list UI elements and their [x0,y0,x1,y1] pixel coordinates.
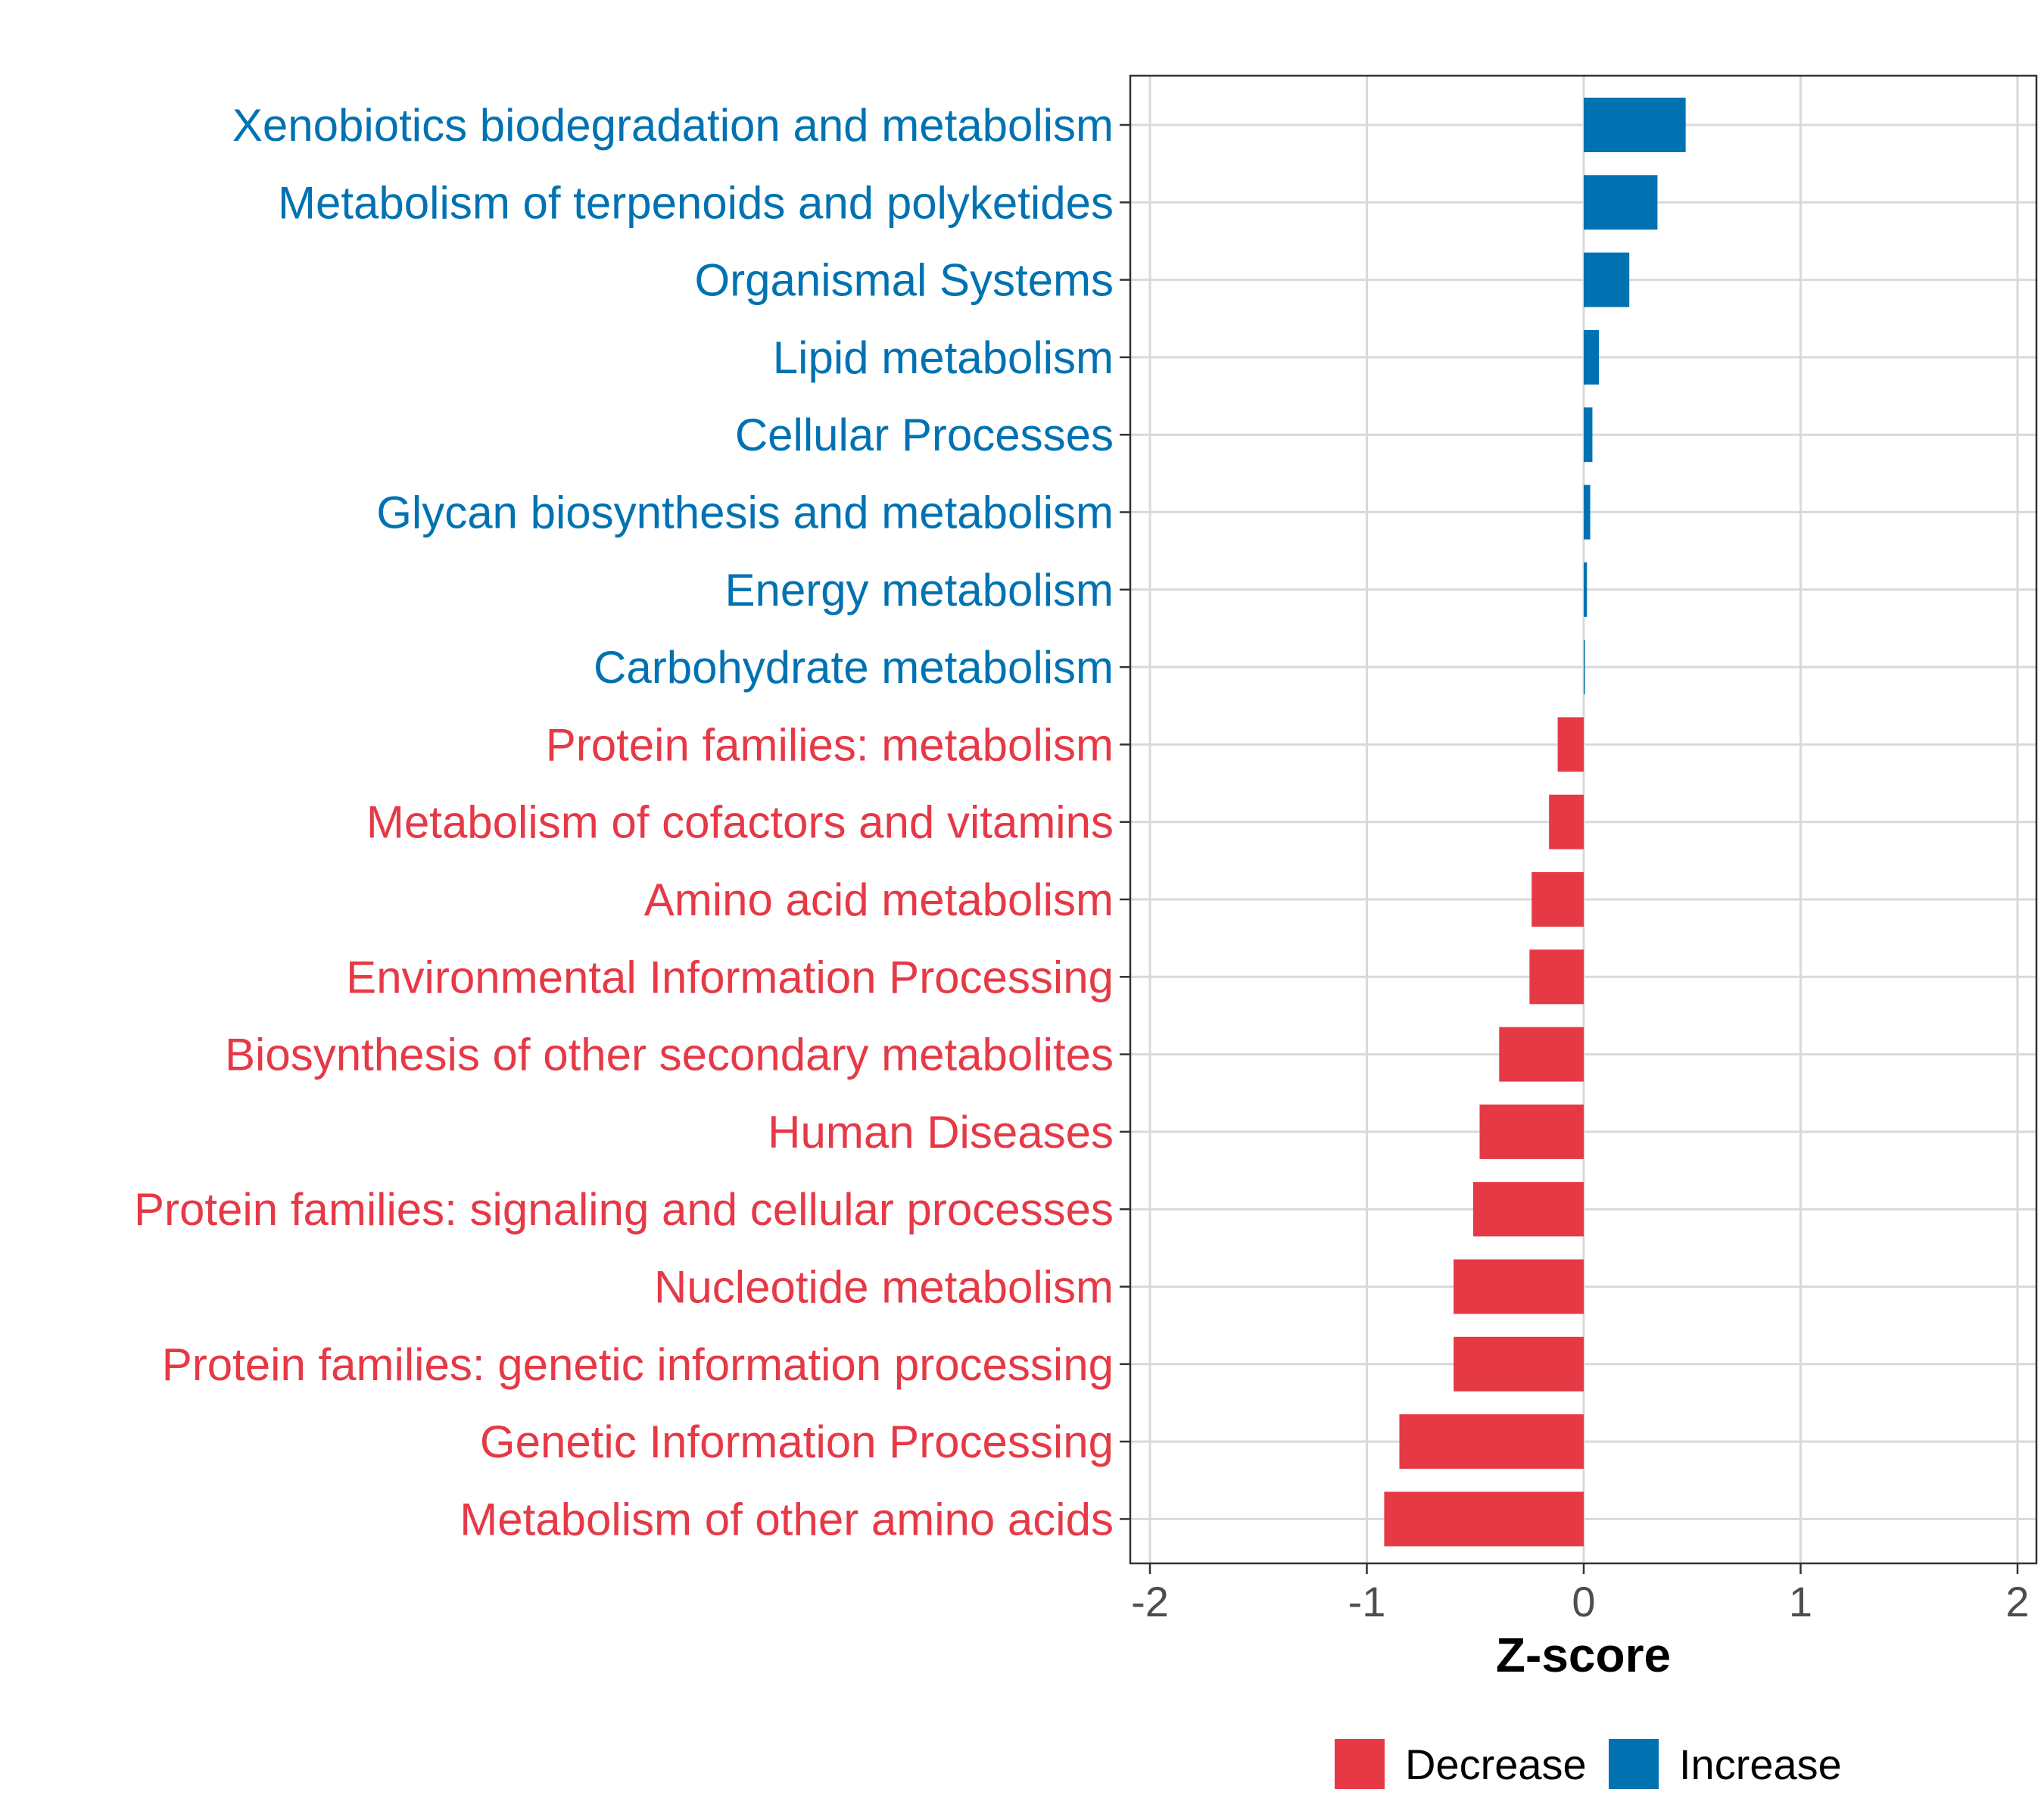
category-label: Nucleotide metabolism [654,1262,1114,1313]
bar-decrease [1557,717,1584,772]
bar-decrease [1384,1491,1584,1547]
bar-decrease [1531,872,1584,927]
category-label: Protein families: signaling and cellular… [134,1184,1114,1235]
category-label: Carbohydrate metabolism [594,642,1114,693]
x-tick-label: -2 [1131,1578,1169,1625]
y-axis-labels: Xenobiotics biodegradation and metabolis… [134,100,1114,1544]
bar-decrease [1454,1259,1584,1314]
bar-increase [1584,175,1658,230]
category-label: Protein families: genetic information pr… [162,1339,1114,1390]
category-label: Cellular Processes [735,410,1114,460]
bar-increase [1584,98,1686,152]
bar-decrease [1499,1027,1584,1082]
bar-decrease [1529,949,1584,1005]
category-label: Organismal Systems [695,255,1114,306]
bar-decrease [1454,1336,1584,1392]
bar-increase [1584,562,1588,617]
category-label: Biosynthesis of other secondary metaboli… [225,1030,1114,1080]
y-axis-ticks [1120,123,1130,1520]
legend: Decrease Increase [1335,1739,1842,1789]
x-tick-label: 2 [2005,1578,2029,1625]
category-label: Genetic Information Processing [480,1417,1114,1467]
x-tick-label: 1 [1789,1578,1812,1625]
x-tick-label: -1 [1348,1578,1386,1625]
bar-increase [1584,407,1593,463]
legend-swatch-decrease [1335,1739,1385,1789]
bar-decrease [1399,1414,1584,1469]
bars [1384,98,1686,1547]
x-axis-title: Z-score [1496,1628,1671,1682]
category-label: Glycan biosynthesis and metabolism [376,488,1114,538]
bar-increase [1584,485,1591,540]
x-tick-label: 0 [1572,1578,1595,1625]
category-label: Metabolism of terpenoids and polyketides [278,177,1114,228]
category-label: Metabolism of cofactors and vitamins [366,797,1114,848]
x-axis-ticks [1148,1563,2019,1574]
x-axis-labels: -2 -1 0 1 2 [1131,1578,2029,1625]
category-label: Xenobiotics biodegradation and metabolis… [232,100,1114,151]
category-label: Energy metabolism [724,565,1114,616]
bar-increase [1584,329,1600,385]
bar-decrease [1479,1104,1584,1159]
category-label: Lipid metabolism [773,332,1114,383]
bar-increase [1584,640,1585,695]
category-label: Protein families: metabolism [546,719,1114,770]
bar-decrease [1472,1182,1584,1237]
bar-increase [1584,252,1630,307]
legend-label-increase: Increase [1679,1741,1842,1788]
category-label: Metabolism of other amino acids [460,1494,1114,1544]
bar-decrease [1549,794,1584,849]
category-label: Environmental Information Processing [346,952,1114,1002]
legend-label-decrease: Decrease [1405,1741,1587,1788]
legend-swatch-increase [1609,1739,1659,1789]
category-label: Human Diseases [768,1107,1114,1158]
category-label: Amino acid metabolism [644,874,1114,925]
